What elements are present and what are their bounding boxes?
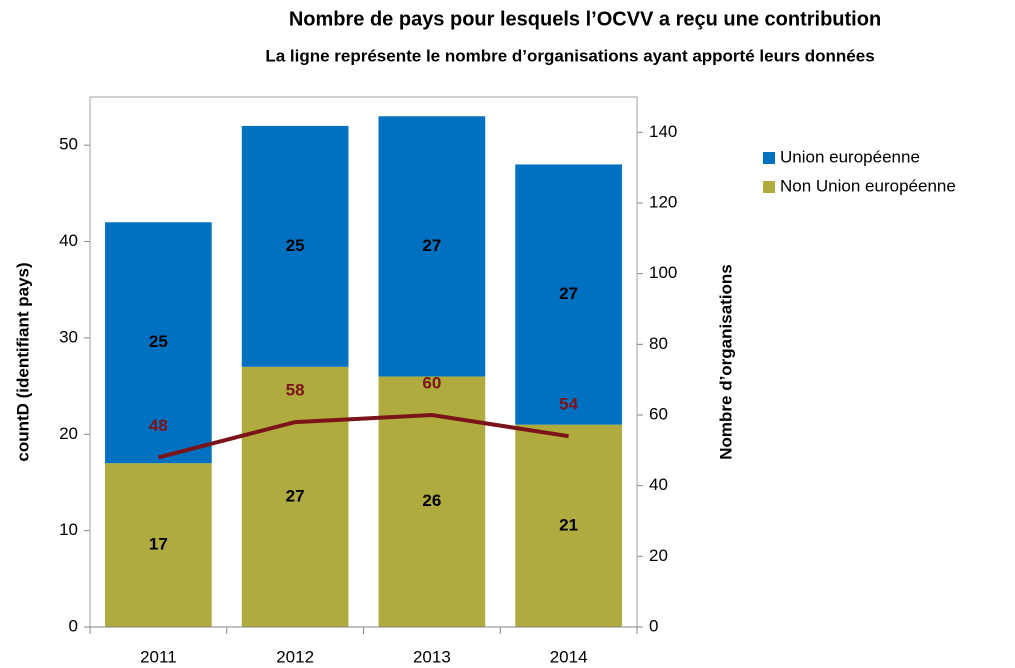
- data-label: 27: [422, 236, 441, 255]
- chart-title: Nombre de pays pour lesquels l’OCVV a re…: [289, 8, 881, 30]
- chart-subtitle: La ligne représente le nombre d’organisa…: [265, 46, 874, 65]
- y2-tick-label: 140: [649, 122, 677, 141]
- bar-segment: [515, 424, 622, 627]
- x-tick-label: 2011: [140, 647, 177, 666]
- legend-label: Union européenne: [780, 147, 920, 166]
- data-label: 21: [559, 515, 578, 534]
- y2-tick-label: 120: [649, 192, 677, 211]
- y2-axis-label: Nombre d’organisations: [716, 264, 735, 460]
- line-label: 48: [149, 416, 168, 435]
- bar-segment: [515, 164, 622, 425]
- x-tick-label: 2012: [276, 647, 314, 666]
- y-tick-label: 20: [59, 424, 78, 443]
- y2-tick-label: 100: [649, 263, 677, 282]
- bar-segment: [378, 116, 486, 377]
- y2-tick-label: 0: [649, 616, 658, 635]
- line: [157, 412, 569, 460]
- y2-tick-label: 60: [649, 404, 668, 423]
- y-tick-label: 10: [59, 520, 78, 539]
- bar-segment: [241, 125, 349, 367]
- legend-swatch: [763, 181, 775, 193]
- data-label: 17: [149, 535, 168, 554]
- y-axis-label: countD (identifiant pays): [13, 262, 32, 461]
- x-tick-label: 2014: [550, 647, 588, 666]
- data-label: 26: [422, 491, 441, 510]
- y-tick-label: 40: [59, 231, 78, 250]
- data-label: 27: [559, 284, 578, 303]
- line-label: 60: [422, 373, 441, 392]
- legend-label: Non Union européenne: [780, 176, 956, 195]
- y2-tick-label: 80: [649, 334, 668, 353]
- y-tick-label: 0: [69, 616, 78, 635]
- bar-segment: [105, 463, 212, 627]
- y2-tick-label: 20: [649, 546, 668, 565]
- y2-tick-label: 40: [649, 475, 668, 494]
- bar-segment: [241, 366, 349, 627]
- data-label: 25: [149, 332, 168, 351]
- data-label: 27: [286, 486, 305, 505]
- bar-segment: [105, 222, 212, 464]
- y-tick-label: 30: [59, 327, 78, 346]
- legend-swatch: [763, 152, 775, 164]
- line-label: 54: [559, 395, 578, 414]
- data-label: 25: [286, 236, 305, 255]
- y-tick-label: 50: [59, 135, 78, 154]
- x-tick-label: 2013: [413, 647, 451, 666]
- line-label: 58: [286, 381, 305, 400]
